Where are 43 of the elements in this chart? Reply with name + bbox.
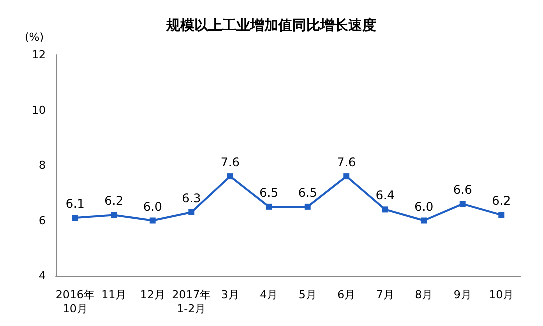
y-tick-label: 4 (39, 270, 46, 282)
data-label: 6.5 (298, 186, 318, 200)
point (421, 218, 428, 224)
y-tick-label: 10 (32, 104, 46, 117)
data-label: 6.0 (414, 200, 434, 214)
data-label: 6.3 (182, 191, 202, 206)
x-tick-label: 7月 (376, 288, 394, 302)
point (460, 201, 466, 208)
x-tick-label: 2017年 1-2月 (172, 288, 212, 316)
y-tick-label: 12 (32, 48, 46, 62)
data-label: 6.5 (260, 186, 279, 200)
point (111, 212, 118, 218)
data-label: 6.2 (104, 194, 124, 208)
data-label: 7.6 (337, 156, 356, 170)
data-label: 6.1 (66, 196, 85, 211)
point (498, 212, 505, 218)
data-label: 7.6 (220, 156, 240, 170)
point (344, 174, 350, 180)
point (150, 218, 156, 224)
data-label: 6.6 (453, 183, 472, 198)
x-tick-label: 9月 (454, 288, 472, 302)
data-label: 6.4 (376, 188, 395, 203)
x-tick-label: 4月 (260, 288, 278, 302)
x-tick-label: 10月 (489, 288, 514, 302)
point (188, 209, 195, 216)
x-tick-label: 5月 (298, 288, 317, 302)
data-label: 6.2 (492, 194, 512, 208)
x-tick-label: 11月 (102, 288, 127, 302)
x-tick-label: 8月 (415, 288, 434, 302)
y-tick-label: 6 (39, 214, 46, 228)
y-axis-title: (%) (24, 31, 44, 44)
chart-title: 规模以上工业增加值同比增长速度 (166, 17, 376, 34)
x-tick-label: 6月 (338, 288, 356, 302)
data-label: 6.0 (143, 200, 162, 214)
x-tick-label: 12月 (140, 288, 166, 302)
point (304, 204, 311, 210)
point (227, 174, 234, 180)
x-tick-label: 2016年 10月 (56, 288, 95, 316)
x-tick-label: 3月 (221, 288, 240, 302)
y-tick-label: 8 (39, 159, 46, 172)
point (266, 204, 272, 210)
point (72, 214, 78, 221)
point (382, 206, 388, 213)
